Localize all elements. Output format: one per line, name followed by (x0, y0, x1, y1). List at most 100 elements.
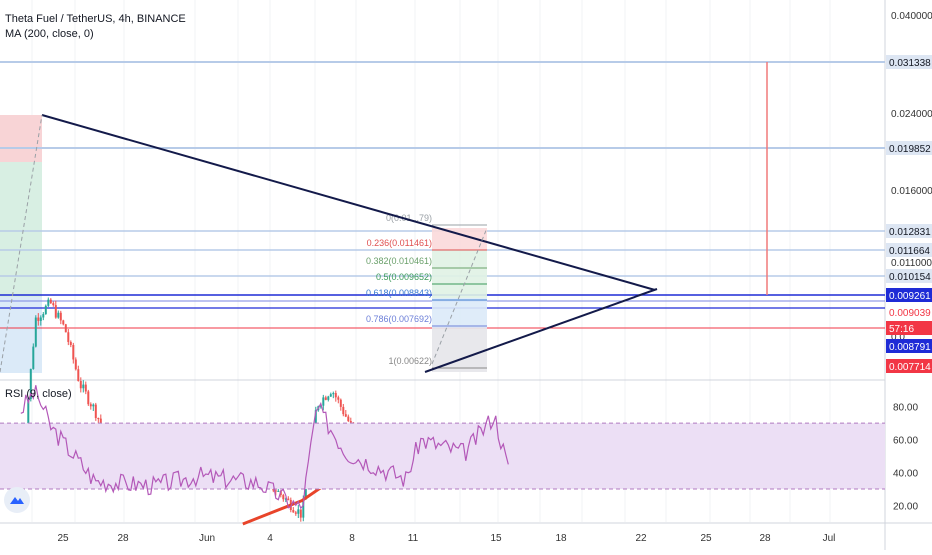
fib-level-label: 0.382(0.010461) (366, 256, 432, 266)
rsi-legend[interactable]: RSI (9, close) (5, 388, 72, 400)
candle-body (49, 299, 52, 304)
candle-body (332, 393, 335, 395)
logo-mark-icon (10, 497, 24, 504)
candle-body (27, 399, 30, 431)
candle-body (322, 397, 325, 406)
fib-zone (432, 298, 487, 328)
price-tick: 0.0 (891, 332, 905, 343)
candle-body (37, 317, 40, 321)
candle-body (329, 394, 332, 397)
candle-body (57, 312, 60, 318)
candle-body (59, 312, 62, 321)
time-tick: 8 (349, 533, 355, 544)
fib-level-label: 0(0.01...79) (386, 213, 432, 223)
candle-body (349, 420, 352, 423)
fib-zone (432, 228, 487, 250)
tradingview-logo-icon[interactable] (4, 487, 30, 513)
fib-level-label: 0.618(0.008843) (366, 288, 432, 298)
time-tick: 18 (555, 533, 567, 544)
position-loss-zone (0, 115, 42, 162)
candle-body (327, 396, 330, 400)
time-tick: 15 (490, 533, 502, 544)
time-tick: 28 (759, 533, 771, 544)
position-profit-zone (0, 162, 42, 297)
candle-body (79, 380, 82, 389)
time-tick: Jun (199, 533, 215, 544)
price-label: 0.010154 (889, 272, 931, 283)
candle-body (87, 391, 90, 405)
symbol-legend[interactable]: Theta Fuel / TetherUS, 4h, BINANCE (5, 13, 186, 25)
price-tick: 0.011000 (891, 258, 932, 269)
rsi-line (20, 385, 509, 510)
price-label: 0.009039 (889, 308, 931, 319)
ma-legend[interactable]: MA (200, close, 0) (5, 28, 94, 40)
candle-body (32, 346, 35, 369)
price-tick: 0.016000 (891, 186, 932, 197)
candle-body (342, 406, 345, 415)
candle-body (299, 509, 302, 518)
price-label-box (886, 243, 932, 257)
candle-body (72, 344, 75, 360)
candle-body (89, 404, 92, 407)
time-tick: 11 (408, 533, 419, 544)
candle-body (94, 404, 97, 419)
candle-body (282, 495, 285, 500)
fib-zone (432, 250, 487, 298)
candle-body (324, 397, 327, 400)
descending-trendline (41, 114, 656, 291)
candle-body (304, 485, 307, 500)
price-label-box (886, 224, 932, 238)
candle-body (47, 299, 50, 306)
candle-body (337, 397, 340, 400)
fib-level-label: 0.786(0.007692) (366, 314, 432, 324)
price-label: 0.012831 (889, 227, 931, 238)
candle-body (34, 317, 37, 347)
time-tick: 4 (267, 533, 273, 544)
candle-body (334, 393, 337, 398)
price-label-box (886, 339, 932, 353)
candle-body (284, 498, 287, 500)
fib-level-label: 0.236(0.011461) (367, 238, 432, 248)
rsi-tick: 20.00 (893, 502, 918, 513)
fib-connector (431, 227, 488, 365)
price-label-box (886, 359, 932, 373)
candle-body (29, 368, 32, 400)
candle-body (74, 359, 77, 370)
rsi-tick: 60.00 (893, 436, 918, 447)
price-label: 0.011664 (889, 246, 930, 257)
candle-body (302, 499, 305, 518)
price-label-box (886, 288, 932, 302)
time-tick: Jul (823, 533, 836, 544)
candle-body (314, 410, 317, 426)
candle-body (77, 369, 80, 381)
fib-level-label: 1(0.00622) (388, 356, 432, 366)
candle-body (297, 509, 300, 514)
candle-body (99, 418, 102, 425)
candle-body (69, 341, 72, 345)
price-label: 0.008791 (889, 342, 931, 353)
price-label: 57:16 (889, 324, 914, 335)
candle-body (67, 332, 70, 342)
candle-body (97, 418, 100, 420)
price-label: 0.019852 (889, 144, 931, 155)
time-tick: 25 (57, 533, 69, 544)
candle-body (92, 404, 95, 407)
price-label-box (886, 305, 932, 319)
candle-body (319, 405, 322, 407)
price-tick: 0.040000 (891, 11, 932, 22)
candle-body (294, 512, 297, 514)
price-label-box (886, 141, 932, 155)
candle-body (82, 384, 85, 389)
rsi-tick: 40.00 (893, 469, 918, 480)
price-label: 0.031338 (889, 58, 931, 69)
candle-body (39, 317, 42, 321)
fib-level-label: 0.5(0.009652) (376, 272, 432, 282)
candle-body (62, 320, 65, 325)
position-connector (0, 114, 43, 373)
candle-body (44, 305, 47, 315)
time-tick: 25 (700, 533, 712, 544)
candle-body (339, 399, 342, 407)
candle-body (277, 490, 280, 492)
